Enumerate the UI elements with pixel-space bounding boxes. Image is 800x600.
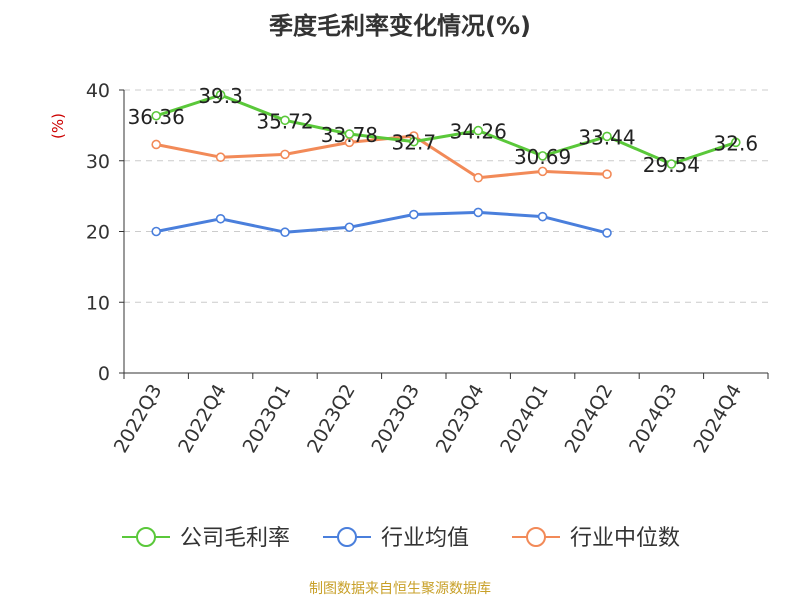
legend: 公司毛利率 行业均值 行业中位数 <box>122 526 680 551</box>
series-point <box>215 90 226 100</box>
series-point <box>602 228 612 238</box>
series-point <box>151 226 161 237</box>
series-point <box>344 129 355 139</box>
series-point <box>537 211 548 222</box>
series-point <box>280 227 290 238</box>
y-tick-label: 10 <box>86 292 110 314</box>
legend-label: 公司毛利率 <box>180 526 290 551</box>
data-label: 33.44 <box>578 125 635 149</box>
x-tick-label: 2023Q1 <box>239 381 296 457</box>
data-label: 33.78 <box>321 123 378 147</box>
y-tick-label: 20 <box>86 222 110 244</box>
series-line <box>155 210 608 235</box>
series-point <box>215 213 226 224</box>
data-label: 35.72 <box>256 109 313 133</box>
chart-title: 季度毛利率变化情况(%) <box>269 12 531 40</box>
x-tick-label: 2024Q1 <box>496 381 553 457</box>
data-label: 32.7 <box>392 131 437 155</box>
series-point <box>215 152 226 163</box>
data-label: 32.6 <box>714 131 759 155</box>
legend-label: 行业均值 <box>381 526 469 551</box>
data-label: 39.3 <box>198 84 243 108</box>
x-tick-label: 2023Q4 <box>432 381 489 457</box>
axes <box>119 89 769 379</box>
y-tick-label: 0 <box>98 363 110 385</box>
grid-lines <box>124 89 768 303</box>
data-label: 30.69 <box>514 145 571 169</box>
source-note: 制图数据来自恒生聚源数据库 <box>309 581 491 597</box>
series-point <box>473 172 484 183</box>
series-point <box>537 151 548 161</box>
series-line <box>155 93 737 166</box>
series-point <box>473 207 484 218</box>
data-label: 29.54 <box>643 153 700 177</box>
x-axis-tick-labels: 2022Q3 2022Q4 2023Q1 2023Q2 2023Q3 2023Q4 2024… <box>110 381 746 457</box>
series-point <box>151 110 161 121</box>
x-tick-label: 2023Q3 <box>367 381 424 457</box>
series-point <box>408 136 419 147</box>
data-labels: 36.36 39.3 35.72 33.78 32.7 34.26 30.69 33.44 29… <box>128 84 758 177</box>
y-axis-tick-labels: 0 10 20 30 40 <box>86 80 110 385</box>
x-tick-label: 2024Q4 <box>689 381 746 457</box>
x-tick-label: 2022Q3 <box>110 381 167 457</box>
series-point <box>473 125 484 136</box>
data-label: 36.36 <box>128 105 185 129</box>
series-point <box>602 169 612 179</box>
x-tick-label: 2023Q2 <box>303 381 360 457</box>
series-point <box>408 209 419 220</box>
y-tick-label: 40 <box>86 80 110 102</box>
x-tick-label: 2022Q4 <box>174 381 231 457</box>
series-point <box>730 137 741 148</box>
x-tick-label: 2024Q3 <box>625 381 682 457</box>
series-point <box>602 131 612 142</box>
y-axis-label: (%) <box>49 113 67 139</box>
series-point <box>666 159 677 169</box>
series-group <box>151 90 741 238</box>
legend-label: 行业中位数 <box>570 526 680 551</box>
series-point <box>537 166 548 177</box>
series-point <box>280 115 290 126</box>
series-point <box>280 149 290 160</box>
x-tick-label: 2024Q2 <box>561 381 618 457</box>
legend-marker <box>526 527 546 547</box>
series-point <box>151 139 161 150</box>
series-point <box>344 222 355 233</box>
data-label: 34.26 <box>450 120 507 144</box>
legend-marker <box>136 527 156 547</box>
legend-marker <box>337 527 357 547</box>
y-tick-label: 30 <box>86 151 110 173</box>
